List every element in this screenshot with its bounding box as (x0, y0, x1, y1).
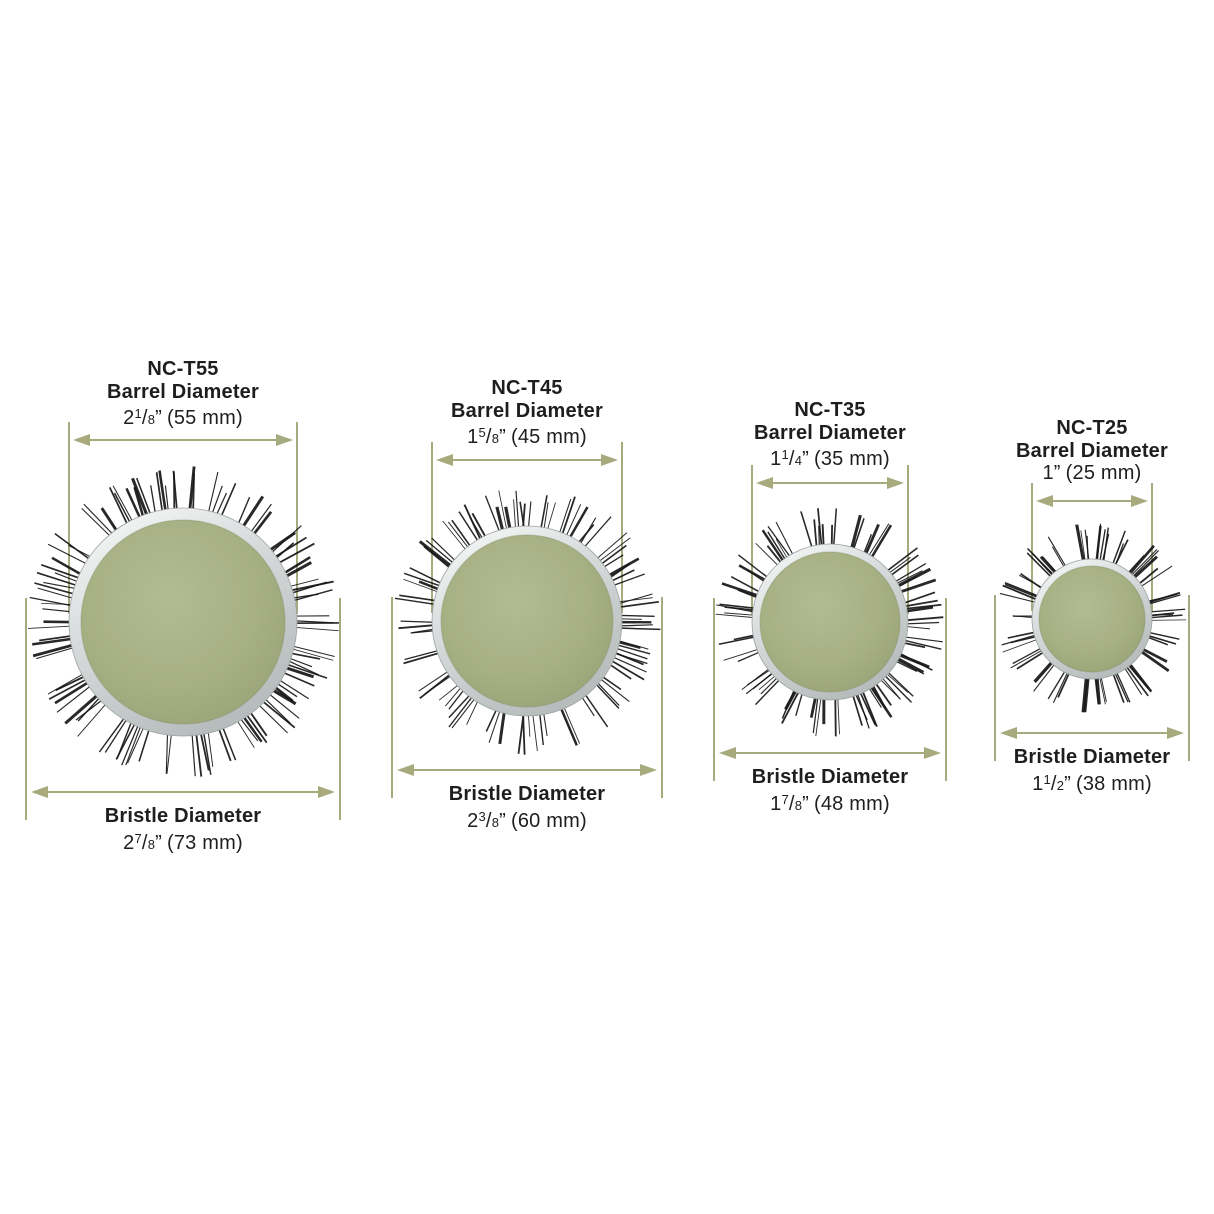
bristle-dimension-arrow (397, 763, 657, 777)
barrel-dimension-guide-right (621, 442, 623, 613)
arrowhead-or-shaft (1167, 726, 1184, 739)
barrel-size-value: 11/4” (35 mm) (770, 447, 890, 470)
arrowhead-or-shaft (887, 476, 904, 489)
bristle-size-value: 27/8” (73 mm) (123, 830, 243, 854)
bristle-dimension-guide-left (25, 598, 27, 820)
model-label: NC-T25 (1056, 417, 1128, 439)
bristle-dimension-guide-left (713, 598, 715, 781)
barrel-size-value: 15/8” (45 mm) (467, 425, 587, 448)
brush-footer: Bristle Diameter 17/8” (48 mm) (660, 766, 1000, 817)
arrowhead-or-shaft (640, 763, 657, 776)
arrowhead-or-shaft (449, 458, 605, 462)
brush-footer: Bristle Diameter 23/8” (60 mm) (357, 783, 697, 834)
brush-header: NC-T25 Barrel Diameter 1” (25 mm) (922, 417, 1214, 485)
brush-barrel-illustration (394, 490, 661, 755)
model-label: NC-T55 (147, 358, 219, 380)
brush-footer: Bristle Diameter 11/2” (38 mm) (922, 746, 1214, 797)
barrel-size-value: 21/8” (55 mm) (123, 406, 243, 429)
barrel-face (1038, 565, 1146, 673)
arrowhead-or-shaft (86, 438, 280, 442)
bristle-dimension-guide-right (661, 597, 663, 798)
arrowhead-or-shaft (276, 433, 293, 446)
bristle-dimension-arrow (719, 746, 941, 760)
arrowhead-or-shaft (44, 790, 322, 794)
arrowhead-or-shaft (397, 763, 414, 776)
bristle-size-value: 17/8” (48 mm) (770, 791, 890, 815)
bristle-dimension-guide-right (339, 598, 341, 820)
arrowhead-or-shaft (1013, 731, 1171, 735)
brush-barrel-illustration (715, 508, 944, 737)
arrowhead-or-shaft (769, 481, 891, 485)
bristle-dimension-guide-right (945, 598, 947, 781)
arrowhead-or-shaft (1131, 494, 1148, 507)
bristle-diameter-label: Bristle Diameter (751, 766, 909, 788)
barrel-face (759, 551, 901, 693)
barrel-diameter-label: Barrel Diameter (1016, 439, 1168, 462)
arrowhead-or-shaft (732, 751, 928, 755)
barrel-dimension-guide-left (431, 442, 433, 613)
barrel-dimension-arrow (756, 476, 904, 490)
bristle-diameter-label: Bristle Diameter (104, 805, 262, 827)
arrowhead-or-shaft (1036, 494, 1053, 507)
bristle-size-value: 23/8” (60 mm) (467, 808, 587, 832)
brush-header: NC-T55 Barrel Diameter 21/8” (55 mm) (13, 358, 353, 432)
arrowhead-or-shaft (756, 476, 773, 489)
arrowhead-or-shaft (318, 785, 335, 798)
barrel-size-value: 1” (25 mm) (1042, 462, 1142, 484)
arrowhead-or-shaft (410, 768, 644, 772)
model-label: NC-T35 (794, 399, 866, 421)
barrel-diameter-label: Barrel Diameter (451, 399, 603, 422)
barrel-dimension-arrow (1036, 494, 1148, 508)
barrel-dimension-guide-left (68, 422, 70, 614)
barrel-dimension-arrow (73, 433, 293, 447)
bristle-dimension-guide-left (391, 597, 393, 798)
arrowhead-or-shaft (436, 453, 453, 466)
barrel-face (80, 519, 286, 725)
arrowhead-or-shaft (719, 746, 736, 759)
brush-barrel-illustration (27, 466, 339, 777)
barrel-dimension-guide-left (751, 465, 753, 614)
brush-header: NC-T35 Barrel Diameter 11/4” (35 mm) (660, 399, 1000, 473)
barrel-face (440, 534, 614, 708)
barrel-dimension-guide-right (907, 465, 909, 614)
bristle-dimension-guide-right (1188, 595, 1190, 761)
barrel-dimension-guide-right (296, 422, 298, 614)
bristle-dimension-arrow (1000, 726, 1184, 740)
barrel-diameter-label: Barrel Diameter (107, 380, 259, 403)
brush-footer: Bristle Diameter 27/8” (73 mm) (13, 805, 353, 856)
arrowhead-or-shaft (73, 433, 90, 446)
arrowhead-or-shaft (1049, 499, 1135, 503)
bristle-size-value: 11/2” (38 mm) (1032, 771, 1152, 795)
bristle-dimension-guide-left (994, 595, 996, 761)
arrowhead-or-shaft (1000, 726, 1017, 739)
bristle-diameter-label: Bristle Diameter (448, 783, 606, 805)
brush-barrel-illustration (999, 523, 1187, 713)
barrel-diameter-label: Barrel Diameter (754, 421, 906, 444)
bristle-dimension-arrow (31, 785, 335, 799)
barrel-dimension-arrow (436, 453, 618, 467)
bristle-diameter-label: Bristle Diameter (1013, 746, 1171, 768)
arrowhead-or-shaft (924, 746, 941, 759)
arrowhead-or-shaft (31, 785, 48, 798)
brush-header: NC-T45 Barrel Diameter 15/8” (45 mm) (357, 377, 697, 451)
barrel-dimension-guide-left (1031, 483, 1033, 611)
arrowhead-or-shaft (601, 453, 618, 466)
model-label: NC-T45 (491, 377, 563, 399)
